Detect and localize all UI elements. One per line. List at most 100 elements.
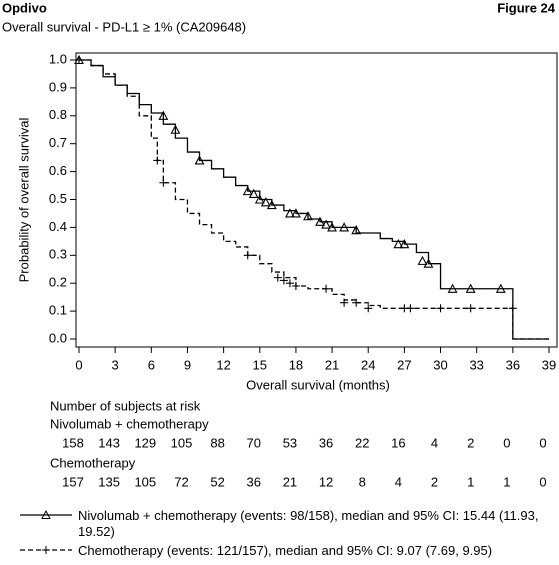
risk-count: 72 <box>174 474 188 489</box>
censor-mark <box>194 155 205 165</box>
censor-mark <box>170 124 181 134</box>
risk-row-name: Nivolumab + chemotherapy <box>50 416 209 431</box>
x-axis-label: Overall survival (months) <box>246 377 390 392</box>
censor-mark <box>242 185 253 196</box>
censor-mark <box>158 110 169 120</box>
censor-mark <box>423 258 434 268</box>
censor-mark <box>248 188 259 198</box>
risk-count: 1 <box>467 474 474 489</box>
risk-count: 53 <box>283 435 297 450</box>
risk-count: 105 <box>171 435 193 450</box>
censor-mark <box>266 199 277 210</box>
y-tick-label: 0.7 <box>49 135 67 150</box>
censor-mark <box>322 284 331 293</box>
risk-count: 2 <box>431 474 438 489</box>
risk-title: Number of subjects at risk <box>50 398 201 413</box>
censor-mark <box>352 298 361 307</box>
legend-text: Nivolumab + chemotherapy (events: 98/158… <box>78 508 539 539</box>
risk-count: 8 <box>359 474 366 489</box>
censor-mark <box>399 238 410 249</box>
risk-count: 0 <box>539 435 546 450</box>
risk-count: 52 <box>210 474 224 489</box>
censor-mark <box>340 298 349 307</box>
y-tick-label: 0.6 <box>49 163 67 178</box>
censor-mark <box>447 283 458 293</box>
censor-mark <box>284 208 295 218</box>
censor-mark <box>364 304 373 313</box>
censor-mark <box>291 208 301 218</box>
legend-marker <box>41 509 51 519</box>
x-tick-label: 18 <box>289 357 303 372</box>
risk-count: 12 <box>319 474 333 489</box>
censor-mark <box>254 194 265 204</box>
y-tick-label: 0.9 <box>49 79 67 94</box>
risk-count: 143 <box>98 435 120 450</box>
x-tick-label: 15 <box>253 357 267 372</box>
censor-mark <box>260 197 271 207</box>
censor-mark <box>406 304 415 313</box>
plot-frame <box>75 52 558 348</box>
x-tick-label: 6 <box>148 357 155 372</box>
x-tick-label: 24 <box>361 357 375 372</box>
risk-count: 157 <box>62 474 84 489</box>
risk-count: 129 <box>134 435 156 450</box>
censor-mark <box>508 304 517 313</box>
censor-mark <box>495 283 506 293</box>
censor-mark <box>351 225 362 235</box>
y-tick-label: 0.3 <box>49 247 67 262</box>
censor-mark <box>321 219 331 229</box>
x-tick-label: 12 <box>216 357 230 372</box>
censor-mark <box>327 222 337 232</box>
risk-count: 21 <box>283 474 297 489</box>
y-tick-label: 0.2 <box>49 275 67 290</box>
risk-count: 36 <box>247 474 261 489</box>
y-tick-label: 1.0 <box>49 51 67 66</box>
risk-count: 16 <box>391 435 405 450</box>
x-tick-label: 21 <box>325 357 339 372</box>
risk-count: 4 <box>431 435 438 450</box>
censor-mark <box>75 56 83 64</box>
legend-marker <box>42 546 50 554</box>
y-axis-label: Probability of overall survival <box>16 118 31 283</box>
y-tick-label: 0.5 <box>49 191 67 206</box>
x-tick-label: 36 <box>506 357 520 372</box>
x-tick-label: 3 <box>112 357 119 372</box>
header-left: Opdivo <box>2 0 47 15</box>
risk-count: 158 <box>62 435 84 450</box>
censor-mark <box>291 281 300 290</box>
x-tick-label: 0 <box>75 357 82 372</box>
censor-mark <box>393 238 404 249</box>
chart-title: Overall survival - PD-L1 ≥ 1% (CA209648) <box>2 19 246 34</box>
censor-mark <box>339 222 350 232</box>
x-tick-label: 30 <box>433 357 447 372</box>
header-right: Figure 24 <box>497 0 556 15</box>
censor-mark <box>436 304 445 313</box>
survival-curve <box>79 59 549 340</box>
risk-count: 105 <box>134 474 156 489</box>
legend-text: Chemotherapy (events: 121/157), median a… <box>78 543 493 558</box>
x-tick-label: 39 <box>542 357 556 372</box>
risk-count: 70 <box>247 435 261 450</box>
risk-row-name: Chemotherapy <box>50 455 136 470</box>
censor-mark <box>279 276 288 285</box>
censor-mark <box>466 304 475 313</box>
y-tick-label: 0.8 <box>49 107 67 122</box>
risk-count: 0 <box>539 474 546 489</box>
y-tick-label: 0.1 <box>49 303 67 318</box>
risk-count: 88 <box>210 435 224 450</box>
censor-mark <box>303 211 313 221</box>
risk-count: 0 <box>503 435 510 450</box>
risk-count: 2 <box>467 435 474 450</box>
censor-mark <box>285 279 294 288</box>
risk-count: 36 <box>319 435 333 450</box>
x-tick-label: 33 <box>469 357 483 372</box>
y-tick-label: 0.4 <box>49 219 67 234</box>
censor-mark <box>273 273 282 282</box>
risk-count: 22 <box>355 435 369 450</box>
censor-mark <box>153 156 162 165</box>
risk-count: 135 <box>98 474 120 489</box>
x-tick-label: 9 <box>184 357 191 372</box>
censor-mark <box>159 178 168 187</box>
